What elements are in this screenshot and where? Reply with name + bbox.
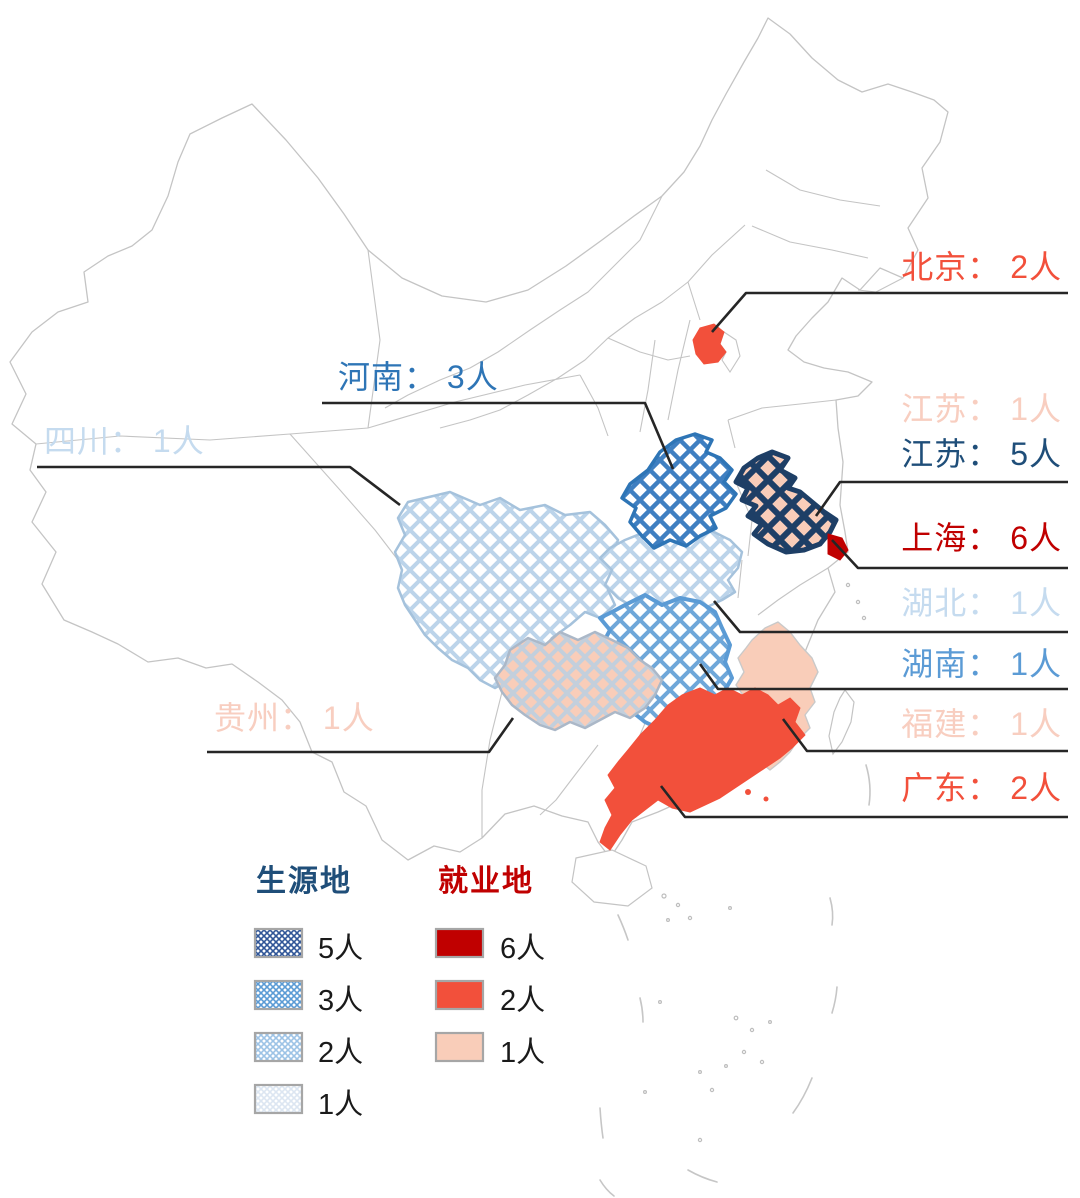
callout-fujian: 福建： 1人 [901,706,1062,742]
legend-label-employment-1: 1人 [500,1037,546,1069]
callout-guangdong: 广东： 2人 [901,770,1062,806]
legend-label-origin-3: 3人 [318,985,364,1017]
callout-jiangsu-employment: 江苏： 1人 [901,391,1062,427]
sea-dash-lines [599,764,871,1197]
leader-guizhou-line [207,717,515,754]
legend-swatch-origin-3 [253,979,304,1011]
legend-label-origin-2: 2人 [318,1037,364,1069]
taiwan-island [828,688,855,756]
region-beijing [692,323,727,365]
callout-hunan: 湖南： 1人 [901,646,1062,682]
leader-beijing-line [711,291,1068,333]
legend-label-origin-1: 1人 [318,1089,364,1121]
callout-shanghai: 上海： 6人 [901,520,1062,556]
leader-hunan-line [698,663,1068,691]
hainan-island [571,849,653,907]
callout-henan: 河南： 3人 [338,359,499,395]
leader-sichuan-line [37,465,401,507]
legend-swatch-employment-6 [434,927,485,959]
legend-swatch-origin-1 [253,1083,304,1115]
leader-fujian-line [781,718,1068,753]
leader-guangdong-line [659,785,1068,819]
leader-hubei-line [713,600,1068,634]
callout-jiangsu-origin: 江苏： 5人 [901,436,1062,472]
callout-beijing: 北京： 2人 [901,249,1062,285]
leader-jiangsu-line [814,480,1068,517]
leader-shanghai-line [831,539,1068,570]
legend-label-employment-2: 2人 [500,985,546,1017]
guangdong-islets [745,789,769,802]
legend-label-employment-6: 6人 [500,933,546,965]
callout-guizhou: 贵州： 1人 [214,700,375,736]
region-jiangsu [733,449,839,555]
legend-label-origin-5: 5人 [318,933,364,965]
province-borders [35,169,904,838]
legend-swatch-employment-2 [434,979,485,1011]
islet-dots [642,582,867,1143]
callout-hubei: 湖北： 1人 [901,585,1062,621]
callout-sichuan: 四川： 1人 [44,423,205,459]
legend-swatches [253,927,485,1115]
region-henan [620,432,738,550]
region-guizhou [493,630,664,732]
legend-title-origin: 生源地 [256,865,352,898]
legend-swatch-employment-1 [434,1031,485,1063]
leader-lines [37,291,1068,819]
legend-swatch-origin-2 [253,1031,304,1063]
leader-henan-line [322,401,675,470]
legend-title-employment: 就业地 [438,865,534,898]
legend-swatch-origin-5 [253,927,304,959]
